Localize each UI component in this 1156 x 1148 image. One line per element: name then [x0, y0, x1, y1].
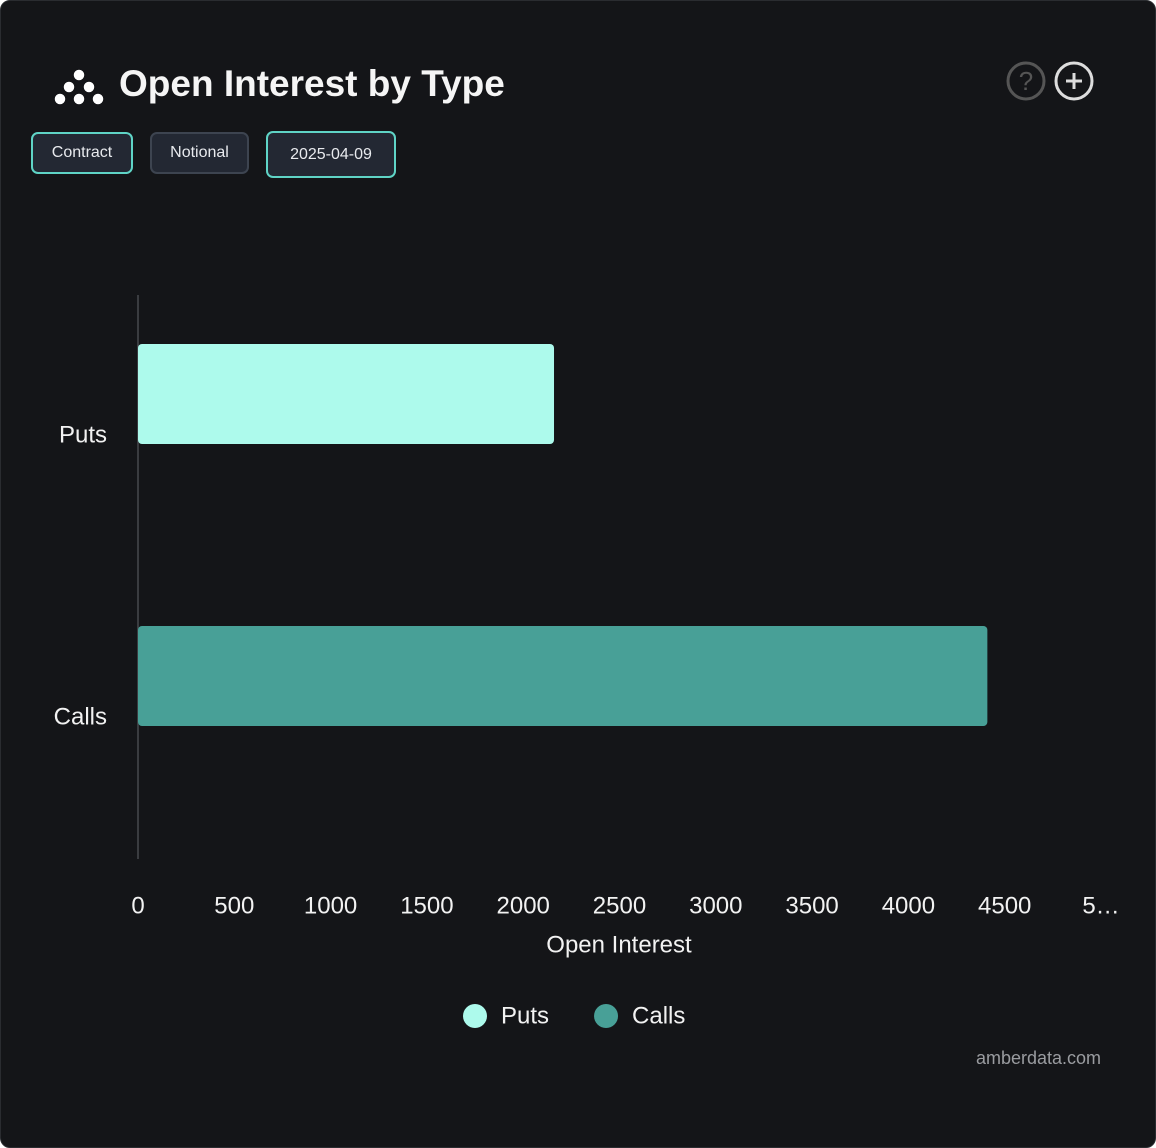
- x-tick-label: 3500: [785, 892, 838, 919]
- x-tick-label: 4000: [882, 892, 935, 919]
- x-tick-label: 4500: [978, 892, 1031, 919]
- x-tick-label: 3000: [689, 892, 742, 919]
- legend-marker: [463, 1004, 487, 1028]
- logo: [53, 68, 105, 106]
- x-tick-label: 1500: [400, 892, 453, 919]
- title: Open Interest by Type: [119, 63, 505, 104]
- help-icon[interactable]: ?: [1006, 61, 1046, 101]
- bar: [138, 626, 988, 726]
- svg-text:?: ?: [1019, 66, 1033, 96]
- x-axis-title: Open Interest: [546, 931, 692, 958]
- y-tick-label: Puts: [59, 421, 107, 448]
- x-tick-label: 1000: [304, 892, 357, 919]
- chart: Open Interest 0 500 1000 1500 2000 2500 3000 35…: [54, 295, 1120, 1029]
- x-tick-label: 5…: [1082, 892, 1119, 919]
- toggle-button[interactable]: Notional: [150, 132, 249, 174]
- x-tick-label: 2000: [497, 892, 550, 919]
- date-picker[interactable]: 2025-04-09: [266, 131, 396, 178]
- legend-label: Puts: [501, 1002, 549, 1029]
- add-icon[interactable]: [1054, 61, 1094, 101]
- x-tick-label: 0: [131, 892, 144, 919]
- footer-credit: amberdata.com: [975, 1048, 1101, 1068]
- toggle-button[interactable]: Contract: [31, 132, 133, 174]
- bar: [138, 344, 555, 444]
- x-tick-label: 2500: [593, 892, 646, 919]
- legend-marker: [594, 1004, 619, 1028]
- header-icons: ?: [1006, 61, 1094, 101]
- x-tick-label: 500: [214, 892, 254, 919]
- y-tick-label: Calls: [54, 703, 107, 730]
- legend-label: Calls: [632, 1002, 685, 1029]
